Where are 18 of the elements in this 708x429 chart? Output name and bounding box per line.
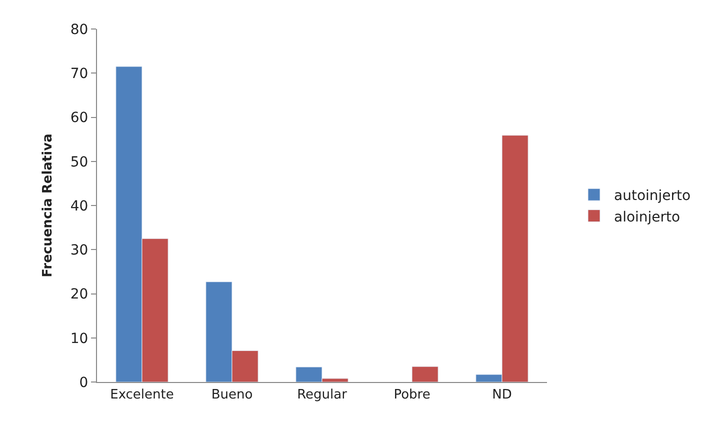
legend-label: autoinjerto [614,188,691,204]
x-tick-label: Excelente [110,388,174,403]
y-tick-label: 50 [70,154,88,170]
x-tick-label: Bueno [211,388,253,403]
y-tick-label: 30 [70,242,88,259]
legend-label: aloinjerto [614,209,680,226]
x-tick-label: Regular [297,388,348,403]
x-tick-label: ND [492,388,512,403]
bar [412,366,438,382]
y-tick-label: 60 [70,110,88,126]
y-axis-title: Frecuencia Relativa [40,134,56,278]
y-tick-label: 70 [70,66,88,82]
y-tick-label: 0 [79,374,88,391]
y-tick-label: 10 [70,330,88,347]
y-tick-label: 20 [70,286,88,303]
y-tick-label: 80 [70,22,88,38]
x-tick-label: Pobre [394,388,430,403]
y-tick-label: 40 [70,198,88,214]
